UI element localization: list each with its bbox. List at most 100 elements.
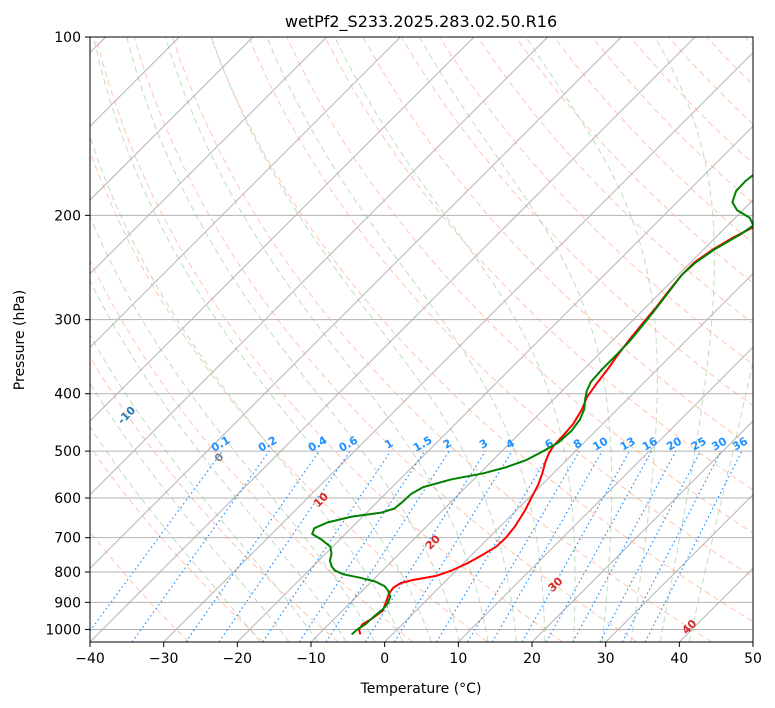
moist-adiabat — [93, 37, 432, 642]
x-tick-label: 40 — [670, 651, 688, 667]
mixing-ratio-label: 3 — [477, 437, 490, 452]
mixing-ratio-line — [572, 450, 677, 642]
x-tick-label: 50 — [744, 651, 762, 667]
y-tick-label: 200 — [54, 208, 81, 224]
dry-adiabat-label: -20 — [32, 361, 55, 384]
moist-adiabat — [126, 37, 461, 642]
isotherm-line — [90, 37, 254, 201]
plot-frame — [89, 36, 754, 643]
dry-adiabat — [95, 37, 563, 642]
moist-adiabat — [688, 359, 753, 642]
mixing-ratio-line — [262, 450, 392, 642]
x-tick-label: −40 — [75, 651, 105, 667]
isotherm-line — [531, 420, 753, 642]
isotherm-line — [90, 37, 475, 422]
dry-adiabat-label: 30 — [546, 574, 566, 594]
y-tick-label: 400 — [54, 387, 81, 403]
dry-adiabat-label: 40 — [679, 617, 699, 637]
mixing-ratio-line — [599, 450, 702, 642]
y-tick-label: 500 — [54, 444, 81, 460]
mixing-ratio-line — [364, 450, 486, 642]
dry-adiabat — [90, 445, 264, 642]
moist-adiabat — [211, 37, 517, 642]
isotherm-line — [90, 37, 549, 496]
moist-adiabat — [418, 37, 613, 642]
mixing-ratio-line — [644, 450, 743, 642]
dry-adiabat — [706, 37, 753, 86]
moist-adiabat — [90, 215, 376, 642]
moist-adiabat — [90, 135, 404, 642]
moist-adiabat — [266, 37, 546, 642]
y-tick-label: 1000 — [45, 622, 81, 638]
moist-adiabat — [90, 426, 261, 642]
dry-adiabat — [515, 37, 753, 284]
dry-adiabat — [477, 37, 753, 325]
dry-adiabat-label: -10 — [115, 404, 138, 427]
mixing-ratio-line — [325, 450, 450, 642]
dry-adiabat — [591, 37, 753, 204]
isotherm-line — [90, 37, 622, 570]
dry-adiabat — [90, 531, 190, 642]
dry-adiabat — [90, 356, 339, 642]
y-tick-label: 600 — [54, 491, 81, 507]
isotherm-line — [236, 125, 753, 642]
x-tick-label: −30 — [149, 651, 179, 667]
isotherm-line — [310, 199, 753, 642]
y-tick-label: 800 — [54, 565, 81, 581]
isotherm-line — [605, 493, 753, 642]
x-tick-label: 0 — [380, 651, 389, 667]
y-tick-label: 900 — [54, 595, 81, 611]
isotherm-line — [752, 641, 753, 642]
moist-adiabat — [334, 37, 576, 642]
x-tick-label: −10 — [296, 651, 326, 667]
mixing-ratio-line — [185, 450, 320, 642]
x-tick-label: −20 — [223, 651, 253, 667]
dry-adiabat — [171, 37, 712, 642]
y-tick-label: 700 — [54, 531, 81, 547]
x-tick-label: 10 — [449, 651, 467, 667]
x-axis-label: Temperature (°C) — [360, 681, 482, 697]
mixing-ratio-label: 2 — [441, 437, 454, 452]
mixing-ratio-line — [491, 450, 603, 642]
y-axis-label: Pressure (hPa) — [12, 290, 28, 390]
dry-adiabat-label: 10 — [311, 490, 331, 510]
moist-adiabat — [165, 37, 489, 642]
mixing-ratio-label: 4 — [504, 436, 517, 451]
moist-adiabat — [525, 37, 658, 642]
x-tick-label: 20 — [523, 651, 541, 667]
mixing-ratio-line — [545, 450, 653, 642]
dry-adiabat — [286, 37, 753, 534]
dry-adiabat — [553, 37, 753, 244]
isotherm-line — [163, 51, 753, 642]
isotherm-line — [90, 37, 696, 642]
moist-adiabat — [654, 37, 716, 642]
dry-adiabat — [210, 37, 753, 623]
isotherm-line — [90, 37, 401, 349]
dry-adiabat — [90, 150, 488, 642]
dry-adiabat — [90, 259, 414, 642]
dry-adiabat — [668, 37, 753, 125]
mixing-ratio-line — [466, 450, 580, 642]
mixing-ratio-line — [393, 450, 513, 642]
temperature-profile — [357, 226, 753, 635]
y-tick-label: 300 — [54, 313, 81, 329]
mixing-ratio-line — [521, 450, 631, 642]
isotherm-line — [90, 37, 328, 275]
chart-title: wetPf2_S233.2025.283.02.50.R16 — [285, 12, 557, 32]
dry-adiabat — [248, 37, 753, 578]
series-layer — [311, 173, 753, 636]
y-axis: 100 200 300 400 500 600 700 800 900 1000 — [45, 30, 90, 638]
moist-adiabat — [90, 334, 319, 642]
isotherm-line — [384, 272, 753, 642]
dewpoint-profile — [311, 173, 753, 636]
dry-adiabat — [324, 37, 753, 491]
moist-adiabat — [90, 382, 290, 642]
x-tick-label: 30 — [597, 651, 615, 667]
dry-adiabat — [744, 37, 753, 47]
y-tick-label: 100 — [54, 30, 81, 46]
isotherm-line — [678, 567, 753, 642]
mixing-ratio-line — [131, 450, 270, 642]
isotherm-line — [457, 346, 753, 642]
mixing-ratio-line — [435, 450, 552, 642]
